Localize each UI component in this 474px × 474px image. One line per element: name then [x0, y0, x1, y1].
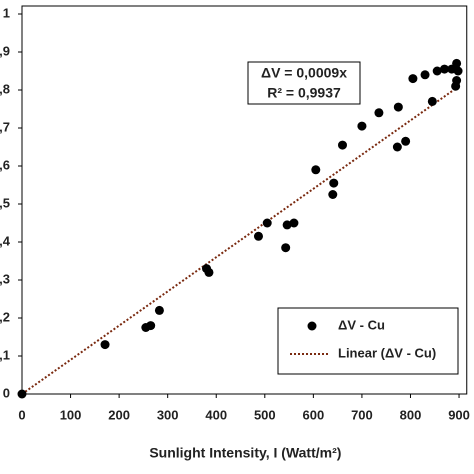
point [253, 231, 263, 241]
y-tick-label: 0,9 [0, 43, 10, 58]
point [289, 218, 299, 228]
annotation: ΔV = 0,0009x [261, 65, 347, 81]
point [262, 218, 272, 228]
point [282, 220, 292, 230]
y-tick-label: 0,6 [0, 157, 10, 172]
x-tick-label: 400 [205, 407, 227, 422]
point [100, 340, 110, 350]
y-tick-label: 0,3 [0, 271, 10, 286]
y-tick-label: 0,8 [0, 81, 10, 96]
annotation: R² = 0,9937 [267, 85, 341, 101]
y-tick-label: 0,4 [0, 233, 11, 248]
y-tick-label: 0 [3, 385, 10, 400]
legend-box [277, 307, 459, 375]
point [17, 389, 27, 399]
point [329, 178, 339, 188]
point [432, 66, 442, 76]
point [146, 321, 156, 331]
plot-frame [21, 5, 468, 395]
point [204, 267, 214, 277]
x-tick-label: 800 [400, 407, 422, 422]
point [452, 58, 462, 68]
legend-label: Linear (ΔV - Cu) [338, 345, 436, 360]
x-axis-label: Sunlight Intensity, I (Watt/m²) [149, 445, 341, 461]
point [393, 102, 403, 112]
point [357, 121, 367, 131]
y-tick-label: 0,5 [0, 195, 10, 210]
point [328, 190, 338, 199]
point [281, 243, 291, 253]
x-tick-label: 500 [254, 407, 276, 422]
point [401, 136, 411, 146]
trendline [21, 85, 460, 395]
point [420, 70, 430, 80]
legend-marker [307, 321, 317, 331]
point [408, 74, 418, 84]
x-tick-label: 900 [448, 407, 470, 422]
x-tick-label: 200 [108, 407, 130, 422]
point [453, 66, 463, 76]
annotation-box [247, 61, 361, 105]
y-tick-label: 0,7 [0, 119, 10, 134]
point [311, 165, 321, 175]
point [374, 108, 384, 118]
y-tick-label: 0,2 [0, 309, 10, 324]
x-tick-label: 600 [303, 407, 325, 422]
point [154, 305, 164, 315]
x-tick-label: 300 [157, 407, 179, 422]
y-tick-label: 1 [3, 5, 10, 20]
point [427, 96, 437, 106]
point [439, 64, 449, 74]
x-tick-label: 100 [60, 407, 82, 422]
x-tick-label: 700 [351, 407, 373, 422]
point [452, 76, 462, 85]
point [392, 142, 402, 152]
legend-label: ΔV - Cu [338, 317, 385, 332]
x-tick-label: 0 [18, 407, 25, 422]
y-tick-label: 0,1 [0, 347, 10, 362]
point [337, 140, 347, 150]
